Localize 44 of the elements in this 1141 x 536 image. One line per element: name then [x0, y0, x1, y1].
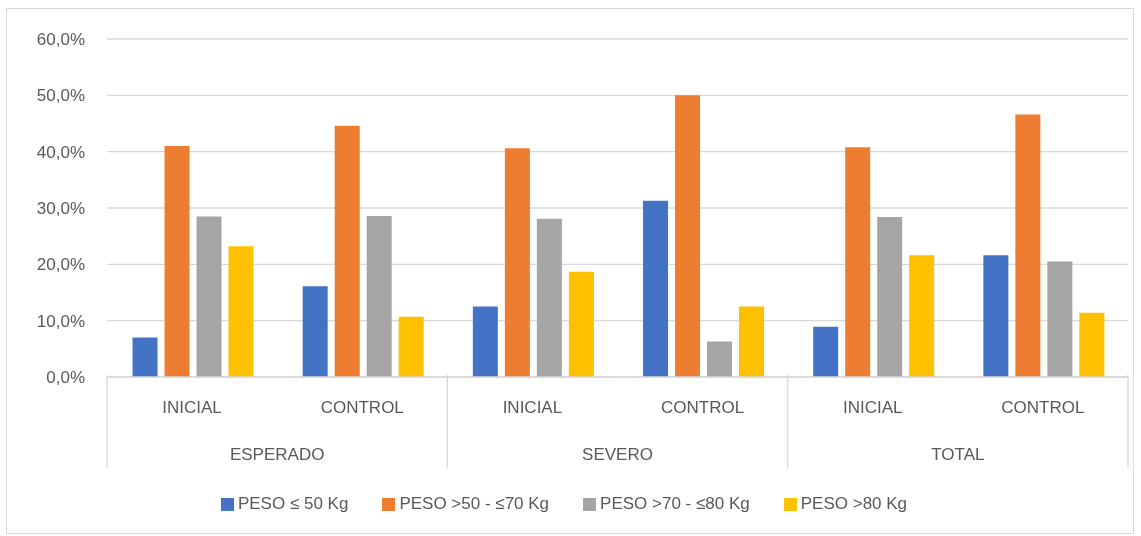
x-tick-label: INICIAL: [502, 398, 563, 417]
bar: [164, 146, 190, 377]
text: TOTAL: [931, 445, 985, 464]
bar: [739, 306, 765, 377]
bar: [302, 286, 328, 377]
bar: [472, 306, 498, 377]
bar: [983, 255, 1009, 377]
bar: [536, 218, 562, 377]
x-tick-label: CONTROL: [1001, 398, 1085, 417]
y-tick-label: 40,0%: [36, 142, 85, 162]
bar: [504, 148, 530, 377]
bar: [845, 147, 871, 377]
x-tick-label: INICIAL: [162, 398, 222, 417]
bar: [1047, 261, 1073, 377]
y-tick-label: 0,0%: [46, 368, 85, 388]
legend-label: PESO ≤ 50 Kg: [237, 494, 349, 513]
x-tick-label: CONTROL: [661, 398, 745, 417]
bar: [643, 200, 669, 377]
legend-label: PESO >80 Kg: [800, 494, 908, 513]
bar: [813, 326, 839, 377]
y-tick-label: 50,0%: [36, 86, 85, 106]
bar: [675, 95, 701, 377]
x-tick-label: CONTROL: [320, 398, 404, 417]
y-tick-label: 60,0%: [36, 30, 85, 50]
legend-label: PESO >70 - ≤80 Kg: [600, 494, 750, 513]
bar: [909, 255, 935, 377]
x-tick-label: INICIAL: [842, 398, 903, 417]
bar: [398, 316, 424, 377]
text: SEVERO: [582, 445, 653, 464]
bar: [196, 216, 222, 377]
y-tick-label: 20,0%: [36, 255, 85, 275]
y-tick-label: 10,0%: [36, 311, 85, 331]
bar: [1079, 312, 1105, 377]
bar: [877, 217, 903, 377]
bar: [228, 246, 254, 377]
bar: [132, 337, 158, 377]
bar: [334, 125, 360, 377]
text: ESPERADO: [229, 445, 325, 464]
bar: [366, 215, 392, 377]
legend-label: PESO >50 - ≤70 Kg: [399, 494, 550, 513]
bar: [707, 341, 733, 377]
bar: [568, 271, 594, 377]
bar: [1015, 114, 1041, 377]
y-tick-label: 30,0%: [36, 199, 85, 219]
